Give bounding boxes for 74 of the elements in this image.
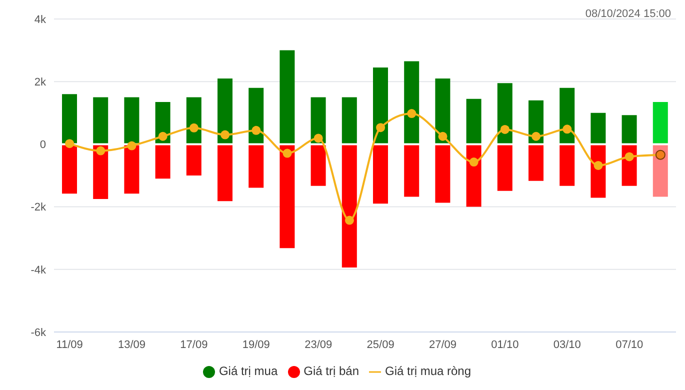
x-tick-label: 27/09 [428,338,457,351]
x-tick-label: 23/09 [304,338,332,351]
legend-label: Giá trị mua ròng [385,364,472,378]
point [65,139,74,148]
bar [560,88,575,144]
bar [373,68,388,144]
bar [124,144,140,194]
bar [93,144,108,199]
bar [435,78,450,144]
bar [218,78,232,144]
bar [124,97,140,144]
bar [435,144,450,203]
point [127,141,136,150]
y-tick-label: -2k [30,202,46,214]
point [532,132,541,141]
bar [342,144,357,268]
x-tick-label: 01/10 [491,338,519,351]
y-tick-label: 2k [34,76,46,89]
legend-label: Giá trị mua [218,364,278,378]
bar [310,144,326,186]
x-tick-label: 03/10 [553,338,581,351]
bar [590,144,606,198]
x-tick-label: 13/09 [118,338,146,351]
x-tick-label: 25/09 [366,338,394,351]
legend-label: Giá trị bán [304,364,359,378]
point [469,158,478,167]
bar [342,97,357,144]
bar [62,144,77,194]
bar [248,144,264,188]
point [438,132,448,141]
point [96,146,106,156]
bar [248,88,264,144]
bar [497,144,512,191]
bar [590,112,606,144]
bar [497,83,512,144]
y-tick-label: -4k [30,264,46,276]
y-tick-label: 0 [40,139,46,152]
bar [280,144,295,248]
annotation: 08/10/2024 15:00 [585,8,671,20]
bar [528,144,544,181]
bar [466,98,482,144]
x-tick-label: 07/10 [616,338,644,351]
bar [373,144,388,204]
bar [404,144,420,197]
point [655,150,666,160]
point [252,126,261,135]
bar [652,102,668,144]
bar [186,144,202,176]
point [158,132,168,141]
point [500,124,510,134]
y-tick-label: -6k [30,326,46,339]
point [314,134,323,143]
bar [62,94,77,144]
bar [560,144,575,186]
point [344,216,354,225]
point [562,124,572,134]
point [407,109,416,118]
point [594,160,603,170]
bar [218,144,232,202]
x-tick-label: 17/09 [180,338,208,351]
point [220,130,230,140]
bar [93,97,108,144]
bar [404,61,420,144]
x-tick-label: 19/09 [242,338,270,351]
x-tick-label: 11/09 [56,338,83,351]
point [189,123,198,132]
bar [622,115,637,144]
y-tick-label: 4k [34,14,46,26]
bar [280,50,295,144]
point [376,123,386,132]
bar [155,144,170,179]
bar [466,144,482,207]
point [624,152,634,162]
point [282,148,292,158]
